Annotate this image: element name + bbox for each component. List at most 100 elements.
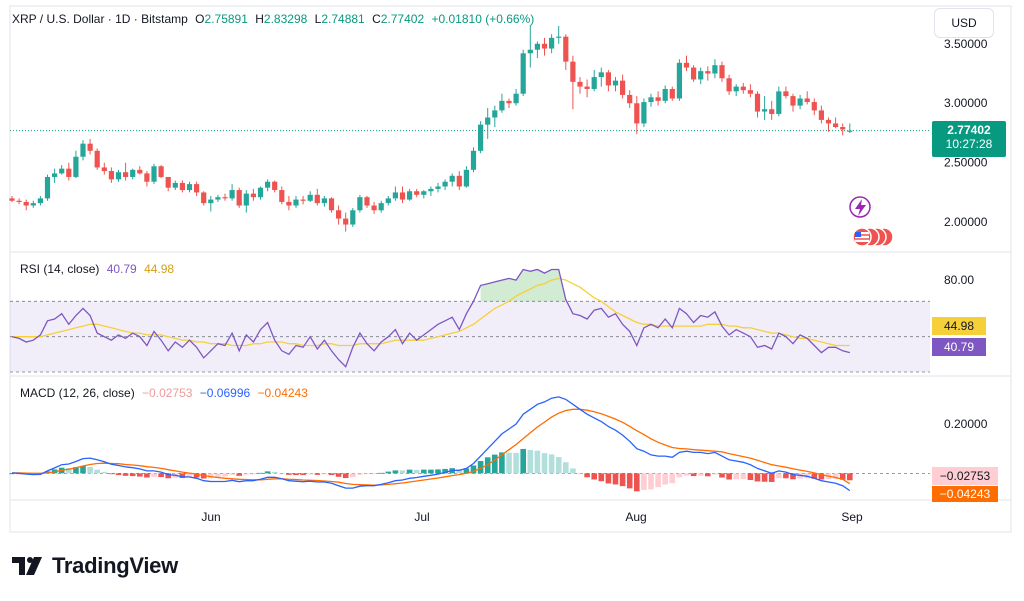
candle-body [747,90,753,94]
candle-body [123,172,129,177]
tradingview-logo-icon [12,557,42,575]
candle-body [556,36,562,38]
rsi-axis-label: 80.00 [944,273,974,287]
candle-body [563,36,569,62]
tradingview-logo[interactable]: TradingView [12,553,178,579]
candle-body [541,43,548,49]
macd-histogram-bar [122,473,129,476]
main-legend: XRP / U.S. Dollar · 1D · Bitstamp O2.758… [12,12,538,26]
candle-body [620,80,626,95]
macd-histogram-bar [705,473,711,477]
macd-histogram-bar [747,473,754,481]
rsi-ma-tag: 44.98 [932,317,986,335]
macd-histogram-bar [406,469,413,474]
price-axis-label: 3.00000 [944,96,988,110]
candle-body [783,91,789,97]
macd-signal-line [12,408,851,486]
macd-histogram-bar [364,473,370,475]
macd-histogram-bar [193,473,200,478]
macd-histogram-bar [768,473,775,482]
macd-histogram-bar [179,473,186,479]
candle-body [30,203,36,206]
macd-histogram-bar [740,473,747,480]
candle-body [797,98,803,106]
candle-body [414,191,420,195]
macd-histogram-bar [9,473,15,475]
candle-body [442,181,448,187]
candle-body [307,194,313,201]
candle-body [257,187,264,198]
candle-body [463,169,469,187]
macd-legend-macd: −0.06996 [199,386,251,400]
candle-body [357,197,363,211]
candle-body [144,173,150,182]
close-value: 2.77402 [380,12,425,26]
candle-body [407,191,413,200]
macd-histogram-bar [520,448,526,474]
macd-histogram-bar [555,457,562,474]
macd-histogram-bar [371,473,377,475]
macd-histogram-bar [690,473,697,477]
macd-legend-signal: −0.04243 [257,386,308,400]
symbol-title: XRP / U.S. Dollar · 1D · Bitstamp [12,12,188,26]
countdown-value: 10:27:28 [945,137,993,151]
macd-histogram-bar [598,473,605,482]
candle-body [641,102,647,124]
candle-body [130,169,136,177]
macd-histogram-bar [129,473,136,477]
candle-body [428,188,434,192]
macd-histogram-bar [385,471,392,474]
macd-histogram-bar [697,473,704,476]
candle-body [37,198,43,204]
low-value: 2.74881 [321,12,365,26]
macd-histogram-bar [818,473,825,480]
currency-button[interactable]: USD [934,8,994,38]
macd-histogram-bar [783,473,789,479]
candle-body [186,184,193,191]
candle-body [648,97,654,103]
candle-body [172,182,178,188]
macd-histogram-bar [847,473,853,481]
candle-body [733,86,739,92]
macd-histogram-bar [470,465,477,474]
candle-body [52,173,58,177]
high-label: H [255,12,264,26]
rsi-legend: RSI (14, close) 40.79 44.98 [20,262,178,276]
candle-body [392,192,398,199]
macd-histogram-bar [499,452,505,474]
candle-body [215,197,221,200]
macd-histogram-bar [776,473,782,479]
macd-histogram-bar [115,473,122,476]
candle-body [399,192,406,200]
macd-histogram-bar [87,466,93,474]
candle-body [115,172,122,180]
chart-canvas[interactable]: 3.50000 3.00000 2.50000 2.00000 80.00 0.20000… [0,0,1024,540]
macd-histogram-bar [243,473,250,475]
rsi-line [11,268,850,368]
candle-body [272,181,278,191]
macd-axis-label: 0.20000 [944,417,988,431]
macd-histogram-bar [73,467,79,474]
candle-body [435,186,441,189]
macd-histogram-bar [726,473,732,480]
candle-body [73,156,79,177]
candle-body [179,182,185,191]
rsi-overbought-fill [480,269,566,302]
macd-histogram-bar [839,473,846,480]
macd-histogram-bar [222,473,228,477]
candle-body [385,198,391,204]
candle-body [314,194,320,204]
macd-histogram-bar [506,452,512,474]
macd-histogram-bar [229,473,235,475]
macd-title: MACD (12, 26, close) [20,386,135,400]
chart-frame [9,5,1012,533]
candle-body [634,103,640,124]
macd-histogram-bar [811,473,818,479]
macd-histogram-bar [137,473,143,477]
macd-histogram-bar [832,473,839,480]
macd-histogram-bar [626,473,633,489]
macd-histogram-bar [421,469,427,474]
candle-body [108,171,114,180]
time-axis-label: Jul [414,510,429,524]
